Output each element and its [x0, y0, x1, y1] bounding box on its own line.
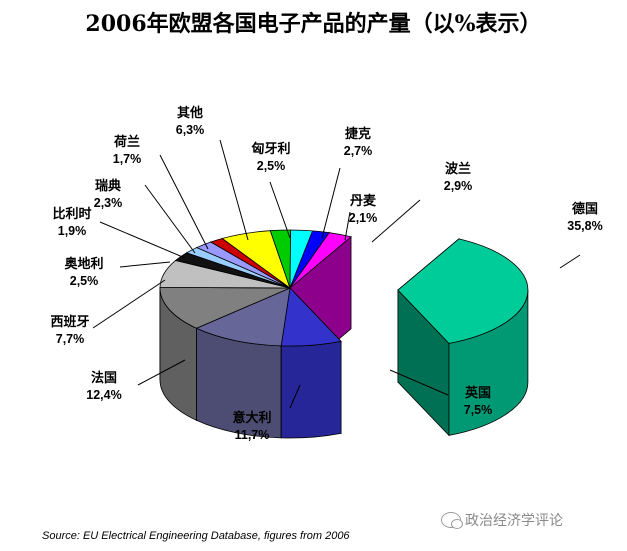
leader-瑞典 [144, 184, 196, 254]
leader-西班牙 [92, 279, 166, 329]
label-value-西班牙: 7,7% [56, 332, 85, 346]
watermark: 政治经济学评论 [441, 510, 563, 530]
leader-德国 [559, 254, 581, 269]
label-name-比利时: 比利时 [52, 206, 91, 222]
label-name-意大利: 意大利 [232, 410, 271, 426]
label-value-意大利: 11,7% [235, 428, 270, 442]
label-name-荷兰: 荷兰 [113, 134, 140, 150]
slice-波兰 [289, 232, 352, 289]
label-name-英国: 英国 [464, 385, 491, 401]
slice-德国 [397, 238, 529, 344]
slice-意大利 [195, 287, 291, 347]
label-name-德国: 德国 [572, 201, 598, 217]
label-name-丹麦: 丹麦 [350, 193, 377, 209]
leader-法国 [137, 359, 186, 386]
leader-其他 [219, 139, 249, 241]
leader-英国 [389, 369, 449, 396]
label-value-其他: 6,3% [176, 123, 205, 137]
label-name-捷克: 捷克 [345, 126, 371, 142]
label-name-波兰: 波兰 [445, 161, 471, 177]
slice-英国-wall [280, 340, 342, 439]
leader-捷克 [321, 167, 341, 239]
label-value-波兰: 2,9% [444, 179, 473, 193]
chart-title: 2006年欧盟各国电子产品的产量（以%表示） [85, 11, 542, 37]
wechat-icon [441, 512, 463, 529]
label-name-西班牙: 西班牙 [50, 314, 89, 330]
label-value-英国: 7,5% [464, 403, 493, 417]
label-name-其他: 其他 [177, 105, 203, 121]
label-value-荷兰: 1,7% [113, 152, 142, 166]
label-value-德国: 35,8% [567, 219, 602, 233]
label-name-奥地利: 奥地利 [64, 256, 103, 272]
source-note: Source: EU Electrical Engineering Databa… [42, 530, 350, 542]
label-value-比利时: 1,9% [58, 224, 87, 238]
leader-荷兰 [159, 154, 209, 250]
label-value-丹麦: 2,1% [349, 211, 378, 225]
label-value-奥地利: 2,5% [70, 274, 99, 288]
label-value-匈牙利: 2,5% [257, 159, 286, 173]
label-value-瑞典: 2,3% [94, 196, 123, 210]
watermark-text: 政治经济学评论 [465, 513, 563, 529]
leader-丹麦 [344, 211, 351, 241]
label-name-法国: 法国 [91, 370, 117, 386]
leader-意大利 [289, 384, 301, 409]
label-value-捷克: 2,7% [344, 144, 373, 158]
leader-匈牙利 [269, 181, 291, 239]
label-value-法国: 12,4% [86, 388, 121, 402]
leader-波兰 [371, 199, 421, 243]
label-name-匈牙利: 匈牙利 [251, 141, 290, 157]
slice-法国 [159, 286, 291, 329]
label-name-瑞典: 瑞典 [95, 178, 121, 194]
leader-奥地利 [119, 261, 171, 268]
leader-比利时 [99, 221, 186, 259]
